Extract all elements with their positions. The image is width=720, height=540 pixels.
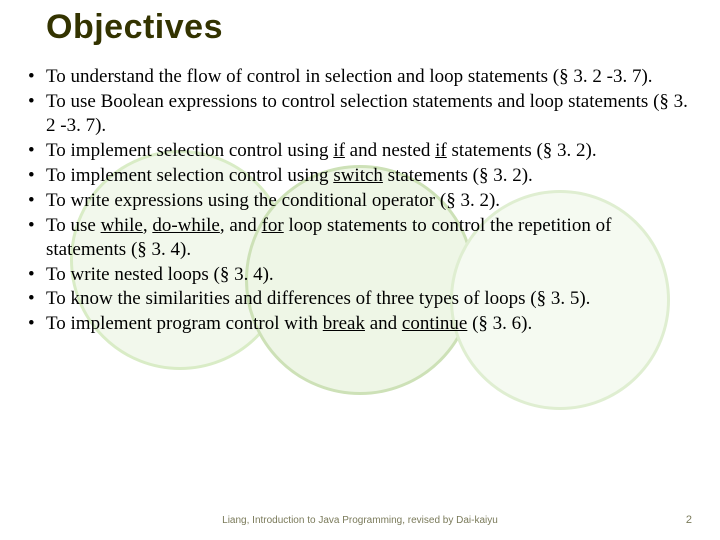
underlined-term: if bbox=[435, 140, 447, 161]
bullet-item: To use while, do-while, and for loop sta… bbox=[28, 214, 692, 262]
page-number: 2 bbox=[686, 514, 692, 526]
underlined-term: while bbox=[101, 215, 143, 236]
bullet-text: To implement program control with bbox=[46, 313, 323, 334]
bullet-text: To use bbox=[46, 215, 101, 236]
bullet-text: To know the similarities and differences… bbox=[46, 288, 590, 309]
underlined-term: for bbox=[262, 215, 284, 236]
bullet-item: To understand the flow of control in sel… bbox=[28, 65, 692, 89]
bullet-text: To use Boolean expressions to control se… bbox=[46, 91, 688, 136]
underlined-term: continue bbox=[402, 313, 467, 334]
bullet-text: statements (§ 3. 2). bbox=[447, 140, 597, 161]
bullet-text: To implement selection control using bbox=[46, 140, 333, 161]
underlined-term: switch bbox=[333, 165, 383, 186]
bullet-text: , bbox=[143, 215, 153, 236]
slide-title: Objectives bbox=[46, 8, 692, 47]
bullet-text: and nested bbox=[345, 140, 435, 161]
underlined-term: do-while bbox=[152, 215, 220, 236]
bullet-item: To write expressions using the condition… bbox=[28, 189, 692, 213]
bullet-text: and bbox=[365, 313, 402, 334]
slide: Objectives To understand the flow of con… bbox=[0, 0, 720, 540]
bullet-item: To implement selection control using if … bbox=[28, 139, 692, 163]
bullet-text: To write nested loops (§ 3. 4). bbox=[46, 264, 274, 285]
bullet-item: To write nested loops (§ 3. 4). bbox=[28, 263, 692, 287]
bullet-item: To implement program control with break … bbox=[28, 312, 692, 336]
bullet-text: statements (§ 3. 2). bbox=[383, 165, 533, 186]
bullet-item: To use Boolean expressions to control se… bbox=[28, 90, 692, 138]
bullet-text: (§ 3. 6). bbox=[467, 313, 532, 334]
underlined-term: if bbox=[333, 140, 345, 161]
footer-text: Liang, Introduction to Java Programming,… bbox=[0, 515, 720, 526]
bullet-text: To understand the flow of control in sel… bbox=[46, 66, 653, 87]
bullet-text: , and bbox=[220, 215, 262, 236]
bullet-list: To understand the flow of control in sel… bbox=[28, 65, 692, 336]
bullet-item: To implement selection control using swi… bbox=[28, 164, 692, 188]
bullet-item: To know the similarities and differences… bbox=[28, 287, 692, 311]
bullet-text: To implement selection control using bbox=[46, 165, 333, 186]
underlined-term: break bbox=[323, 313, 365, 334]
bullet-text: To write expressions using the condition… bbox=[46, 190, 500, 211]
